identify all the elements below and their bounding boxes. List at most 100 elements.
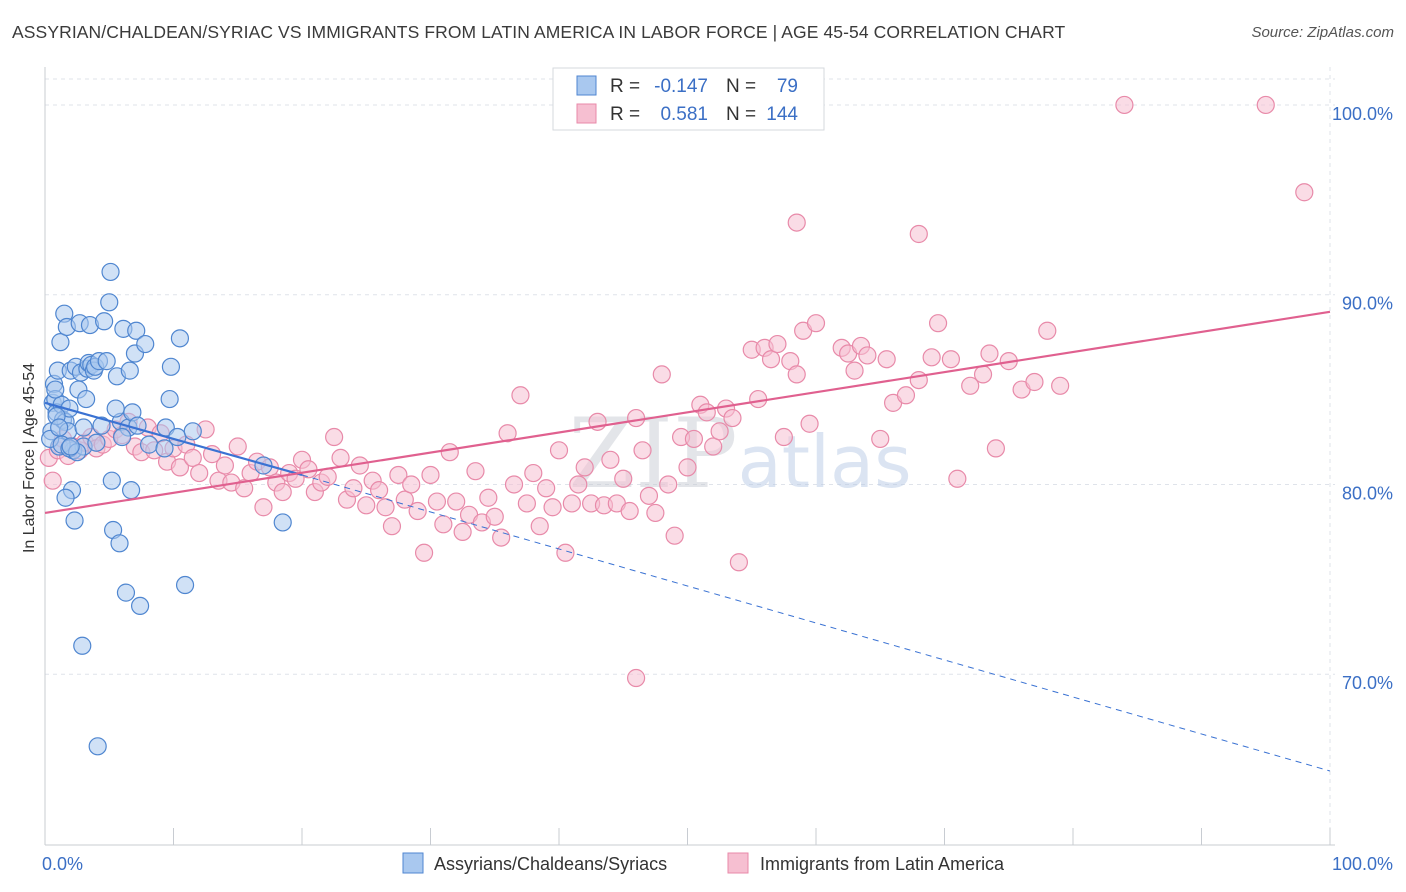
latin-america-point-91 <box>614 469 633 488</box>
latin-america-point-106 <box>710 422 729 441</box>
legend: Assyrians/Chaldeans/Syriacs Immigrants f… <box>402 852 1005 874</box>
assyrian-point-55 <box>139 435 159 454</box>
latin-america-point-47 <box>331 448 350 467</box>
latin-america-point-66 <box>453 522 472 542</box>
latin-america-point-84 <box>569 475 588 494</box>
latin-america-point-81 <box>549 441 569 460</box>
chart-title: ASSYRIAN/CHALDEAN/SYRIAC VS IMMIGRANTS F… <box>12 22 1066 42</box>
latin-america-point-35 <box>254 498 273 517</box>
latin-america-point-78 <box>530 517 549 536</box>
latin-america-point-95 <box>639 486 659 505</box>
latin-america-point-101 <box>678 458 697 477</box>
latin-america-point-56 <box>389 465 408 485</box>
stats-n-label-1: N = <box>726 76 756 97</box>
latin-america-point-126 <box>871 429 890 449</box>
latin-america-point-132 <box>928 314 948 333</box>
legend-label-assyrian: Assyrians/Chaldeans/Syriacs <box>434 854 667 874</box>
latin-america-point-53 <box>370 481 389 500</box>
legend-swatch-assyrian <box>402 852 424 874</box>
latin-america-point-68 <box>466 462 485 481</box>
trend-lines <box>44 310 1331 772</box>
latin-america-point-80 <box>543 498 562 517</box>
x-tick-max: 100.0% <box>1332 854 1393 874</box>
source-credit: Source: ZipAtlas.com <box>1251 24 1394 41</box>
series-assyrian-points <box>41 262 292 756</box>
assyrian-point-51 <box>127 321 146 340</box>
latin-america-point-120 <box>806 314 826 333</box>
assyrian-point-78 <box>112 427 132 447</box>
latin-america-point-129 <box>896 386 916 405</box>
stats-r-value-1: -0.147 <box>654 76 708 97</box>
y-axis-label: In Labor Force | Age 45-54 <box>21 363 38 553</box>
latin-america-point-143 <box>1051 376 1070 395</box>
latin-america-point-85 <box>575 458 594 477</box>
assyrian-point-54 <box>136 334 155 354</box>
latin-america-point-79 <box>537 479 556 498</box>
latin-america-point-63 <box>434 515 453 534</box>
latin-america-point-99 <box>665 526 684 545</box>
assyrian-point-60 <box>168 427 187 447</box>
assyrian-point-18 <box>65 511 84 530</box>
latin-america-point-135 <box>961 376 980 395</box>
assyrian-point-59 <box>161 357 181 376</box>
latin-america-point-146 <box>1256 95 1275 115</box>
y-tick-label-80: 80.0% <box>1342 483 1393 503</box>
trend-line-assyrian <box>44 401 303 477</box>
latin-america-point-125 <box>858 346 877 365</box>
latin-america-point-73 <box>498 424 517 443</box>
latin-america-point-61 <box>421 465 440 485</box>
latin-america-point-77 <box>524 463 543 483</box>
latin-america-point-60 <box>414 543 434 562</box>
latin-america-point-75 <box>511 386 530 405</box>
assyrian-point-42 <box>110 534 129 553</box>
latin-america-point-38 <box>273 482 292 502</box>
latin-america-point-55 <box>382 517 402 536</box>
assyrian-point-72 <box>46 380 65 399</box>
assyrian-point-36 <box>97 352 116 371</box>
trend-line-assyrian-extension <box>301 474 1331 772</box>
latin-america-point-25 <box>190 463 209 483</box>
stats-swatch-pink <box>576 103 597 124</box>
stats-r-value-2: 0.581 <box>660 104 708 125</box>
latin-america-point-149 <box>787 213 806 232</box>
latin-america-point-74 <box>504 475 524 494</box>
latin-america-point-94 <box>633 441 652 460</box>
assyrian-point-70 <box>273 513 292 532</box>
latin-america-point-98 <box>659 475 678 494</box>
stats-swatch-blue <box>576 75 597 96</box>
x-tick-min: 0.0% <box>42 854 83 874</box>
y-tick-label-100: 100.0% <box>1332 104 1393 124</box>
assyrian-point-58 <box>160 389 179 409</box>
latin-america-point-22 <box>170 458 190 477</box>
stats-n-value-2: 144 <box>766 104 798 125</box>
latin-america-point-92 <box>620 501 639 521</box>
latin-america-point-89 <box>601 450 620 469</box>
latin-america-point-142 <box>1038 321 1057 340</box>
latin-america-point-134 <box>948 469 967 488</box>
series-latin-america-points <box>39 95 1314 688</box>
trend-line-latin-america <box>44 310 1331 515</box>
latin-america-point-131 <box>922 348 941 367</box>
latin-america-point-72 <box>492 528 511 547</box>
assyrian-point-39 <box>102 471 121 490</box>
latin-america-point-82 <box>556 543 575 562</box>
legend-swatch-latin-america <box>727 852 749 874</box>
latin-america-point-97 <box>652 365 671 384</box>
latin-america-point-32 <box>235 479 254 498</box>
y-tick-label-70: 70.0% <box>1342 673 1393 693</box>
assyrian-point-23 <box>73 636 92 655</box>
assyrian-point-56 <box>155 439 174 458</box>
latin-america-point-70 <box>479 488 498 507</box>
latin-america-point-145 <box>1115 95 1134 115</box>
latin-america-point-51 <box>357 496 376 515</box>
latin-america-point-29 <box>215 456 234 475</box>
legend-label-latin-america: Immigrants from Latin America <box>760 854 1005 874</box>
assyrian-point-61 <box>170 329 190 348</box>
assyrian-point-76 <box>87 433 106 452</box>
stats-n-label-2: N = <box>726 104 756 125</box>
assyrian-point-73 <box>50 418 69 437</box>
assyrian-point-53 <box>130 596 150 616</box>
assyrian-point-63 <box>183 422 202 441</box>
assyrian-point-45 <box>116 583 136 602</box>
